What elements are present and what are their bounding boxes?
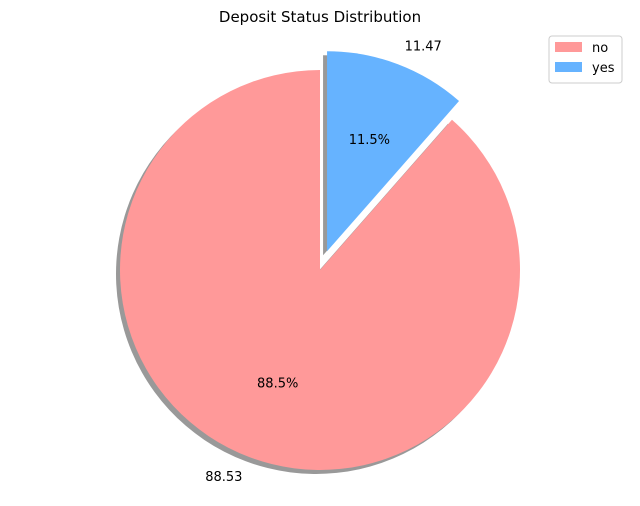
legend-swatch-no — [555, 42, 582, 52]
value-label-yes: 11.47 — [405, 39, 442, 54]
pie-slice-no — [120, 70, 521, 470]
pct-label-yes: 11.5% — [349, 133, 390, 148]
value-label-no: 88.53 — [205, 470, 242, 485]
legend-label-yes: yes — [592, 61, 615, 76]
legend-swatch-yes — [555, 62, 582, 72]
legend-label-no: no — [592, 41, 608, 56]
pie-labels: 88.5% 88.53 11.5% 11.47 — [205, 39, 442, 484]
chart-title: Deposit Status Distribution — [219, 8, 421, 26]
pie-slices — [120, 51, 521, 470]
legend: no yes — [548, 35, 623, 84]
pct-label-no: 88.5% — [257, 376, 298, 391]
pie-slice-yes — [327, 51, 460, 252]
